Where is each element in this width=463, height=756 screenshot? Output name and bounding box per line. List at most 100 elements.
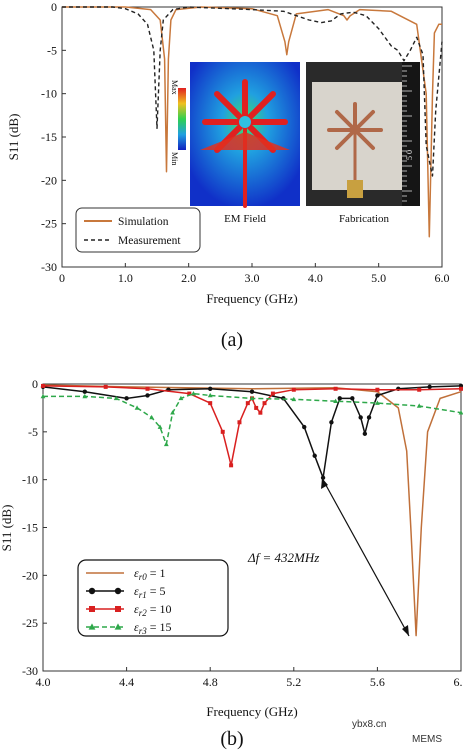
legend-b-marker [89, 606, 95, 612]
y-tick-label: -10 [41, 87, 57, 101]
data-point [375, 400, 380, 405]
data-point [366, 415, 372, 420]
legend-b-label: εr0 = 1 [134, 566, 166, 582]
legend-b-box [77, 559, 229, 637]
x-tick-label: 5.0 [371, 271, 386, 285]
data-point [416, 403, 422, 408]
data-point [208, 401, 213, 406]
colorbar-min-label: Min [170, 152, 179, 165]
legend-b-marker [88, 623, 96, 630]
legend-b-marker [88, 587, 96, 595]
data-point [237, 420, 242, 425]
data-point [207, 392, 213, 398]
x-tick-label: 5.2 [286, 675, 301, 689]
x-tick-label: 4.4 [119, 675, 134, 689]
em-field-center [239, 116, 251, 128]
em-field-label: EM Field [224, 213, 266, 225]
sma-connector [347, 180, 363, 198]
x-axis-label-a: Frequency (GHz) [206, 291, 297, 306]
x-axis-label-b: Frequency (GHz) [206, 704, 297, 719]
legend-a: Simulation Measurement [75, 207, 201, 253]
y-tick-label: -25 [41, 217, 57, 231]
y-tick-label: -30 [41, 260, 57, 274]
data-point [249, 395, 255, 401]
panel-a-label: (a) [221, 329, 243, 351]
delta-f-arrow [321, 477, 410, 637]
legend-b-label: εr3 = 15 [134, 620, 172, 636]
data-point [82, 393, 88, 399]
x-tick-label: 1.0 [118, 271, 133, 285]
y-tick-label: -15 [22, 521, 38, 535]
fabrication-antenna [327, 102, 383, 187]
plot-b: 4.0 4.4 4.8 5.2 5.6 6.0 0 -5 -10 -15 -20 -25 -30 [22, 377, 463, 689]
data-point [170, 410, 175, 415]
data-point [427, 384, 432, 390]
em-field-inset: Max Min EM Field [170, 62, 300, 225]
y-axis-label-b: S11 (dB) [0, 505, 14, 552]
legend-b-marker [114, 587, 122, 595]
data-point [40, 393, 46, 399]
data-point [270, 391, 275, 396]
y-tick-label: -20 [22, 568, 38, 582]
data-point [187, 391, 192, 396]
plot-b-frame [42, 383, 462, 672]
x-tick-label: 4.0 [36, 675, 51, 689]
legend-b-label: εr2 = 10 [134, 602, 172, 618]
watermark-site: ybx8.cn [352, 719, 387, 730]
x-tick-label: 6.0 [435, 271, 450, 285]
y-tick-label: -15 [41, 130, 57, 144]
fabrication-label: Fabrication [339, 213, 390, 225]
data-point [249, 389, 255, 394]
data-point [458, 410, 463, 415]
y-tick-label: -5 [47, 43, 57, 57]
data-point [113, 395, 119, 401]
series-line-1 [62, 6, 443, 177]
data-point [375, 393, 380, 398]
data-point [459, 386, 463, 391]
y-tick-label: -5 [28, 425, 38, 439]
legend-a-measurement-label: Measurement [118, 235, 181, 247]
y-tick-label: -10 [22, 473, 38, 487]
data-point [350, 396, 355, 401]
delta-f-arrowhead-bottom [402, 625, 409, 636]
data-point [191, 390, 196, 396]
legend-b-label: εr1 = 5 [134, 584, 166, 600]
data-point [41, 383, 45, 388]
data-point [103, 384, 108, 389]
data-point [220, 429, 225, 434]
data-point [362, 431, 368, 436]
data-point [375, 387, 380, 392]
data-point [258, 410, 263, 415]
data-point [291, 396, 297, 402]
x-tick-label: 5.6 [370, 675, 385, 689]
data-point [312, 453, 317, 458]
y-axis-label-a: S11 (dB) [6, 114, 21, 161]
colorbar [178, 88, 186, 150]
x-tick-label: 0 [59, 271, 65, 285]
data-point [145, 386, 150, 391]
data-point [229, 463, 234, 468]
data-point [149, 414, 155, 420]
data-point [291, 387, 296, 392]
panel-b-label: (b) [220, 728, 243, 750]
x-tick-label: 6.0 [454, 675, 463, 689]
data-point [333, 398, 338, 404]
legend-b-marker [114, 623, 122, 630]
watermark-brand: MEMS [412, 734, 442, 745]
data-point [329, 420, 334, 425]
data-point [417, 387, 422, 392]
data-point [254, 405, 259, 410]
delta-f-annotation: Δf = 432MHz [247, 477, 410, 637]
data-point [178, 395, 184, 401]
data-point [157, 424, 163, 429]
series-line-0 [42, 384, 462, 637]
y-tick-label: 0 [51, 0, 57, 14]
x-tick-label: 4.0 [308, 271, 323, 285]
x-tick-label: 3.0 [245, 271, 260, 285]
data-point [262, 401, 267, 406]
em-field-hotspot [200, 132, 290, 150]
data-point [82, 389, 88, 394]
data-point [134, 405, 140, 410]
data-point [245, 401, 250, 406]
